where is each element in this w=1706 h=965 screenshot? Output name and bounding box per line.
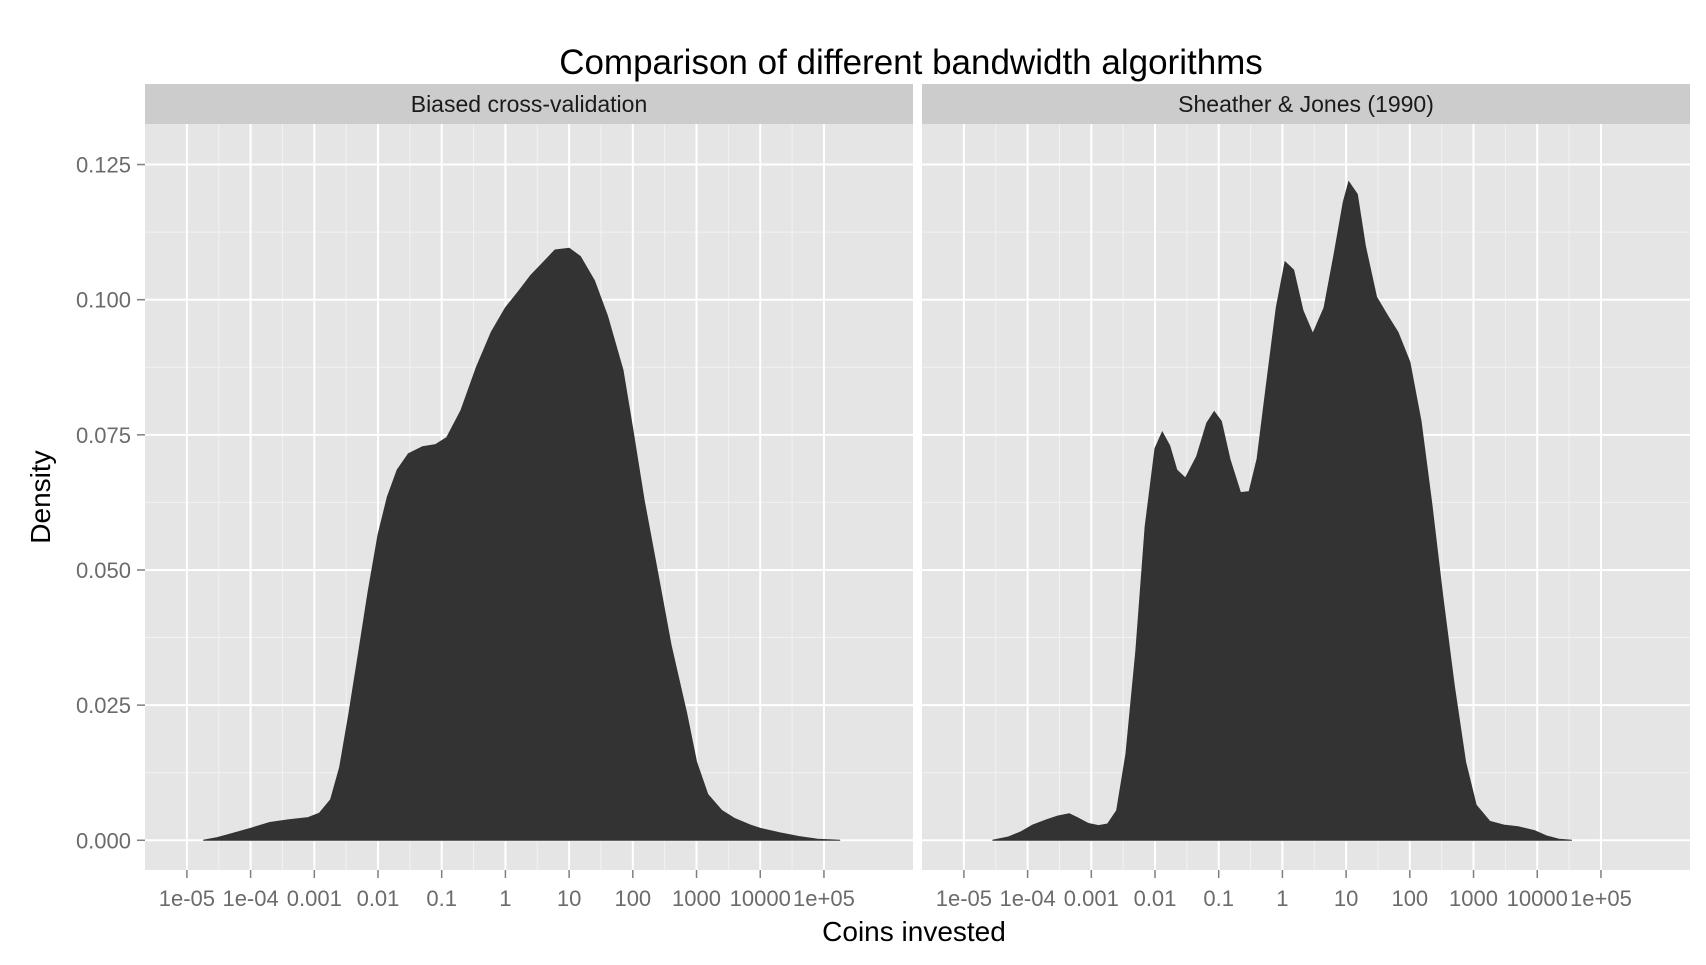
x-tick-label: 10 [1334, 886, 1358, 911]
x-tick-label: 0.1 [1203, 886, 1234, 911]
x-tick-label: 0.01 [1134, 886, 1177, 911]
facet-panel: Biased cross-validation 1e-05 1e-04 0.001 0.… [145, 84, 913, 911]
facet-strip-label: Sheather & Jones (1990) [1178, 91, 1434, 117]
y-tick-label: 0.050 [76, 558, 131, 583]
x-tick-label: 100 [1391, 886, 1428, 911]
x-tick-label: 1 [1276, 886, 1288, 911]
y-tick-label: 0.000 [76, 828, 131, 853]
facet-strip [922, 84, 1690, 124]
x-tick-label: 1000 [672, 886, 721, 911]
y-tick-label: 0.125 [76, 153, 131, 178]
facet-panels: Biased cross-validation 1e-05 1e-04 0.001 0.… [145, 84, 1690, 911]
x-tick-label: 1 [499, 886, 511, 911]
x-tick-label: 0.001 [1064, 886, 1119, 911]
chart-title: Comparison of different bandwidth algori… [559, 43, 1263, 82]
density-area [992, 180, 1572, 841]
x-tick-label: 100 [614, 886, 651, 911]
x-tick-label: 1e+05 [793, 886, 855, 911]
x-tick-label: 1e+05 [1570, 886, 1632, 911]
x-tick-label: 1e-04 [222, 886, 278, 911]
x-tick-label: 1000 [1449, 886, 1498, 911]
y-axis: 0.000 0.025 0.050 0.075 0.100 0.125 [76, 153, 145, 853]
x-tick-label: 0.01 [357, 886, 400, 911]
density-area [203, 247, 841, 841]
y-tick-label: 0.025 [76, 693, 131, 718]
y-tick-label: 0.100 [76, 288, 131, 313]
facet-strip [145, 84, 913, 124]
x-tick-label: 0.1 [426, 886, 457, 911]
y-tick-label: 0.075 [76, 423, 131, 448]
x-tick-label: 1e-05 [159, 886, 215, 911]
x-tick-label: 10000 [1507, 886, 1568, 911]
x-tick-label: 1e-05 [936, 886, 992, 911]
facet-strip-label: Biased cross-validation [411, 91, 648, 117]
x-tick-label: 0.001 [287, 886, 342, 911]
x-tick-label: 10 [557, 886, 581, 911]
x-tick-label: 10000 [730, 886, 791, 911]
y-axis-title: Density [25, 450, 56, 543]
x-axis-title: Coins invested [822, 916, 1006, 947]
facet-panel: Sheather & Jones (1990) 1e-05 1e-04 0.001 0.… [922, 84, 1690, 911]
x-tick-label: 1e-04 [999, 886, 1055, 911]
